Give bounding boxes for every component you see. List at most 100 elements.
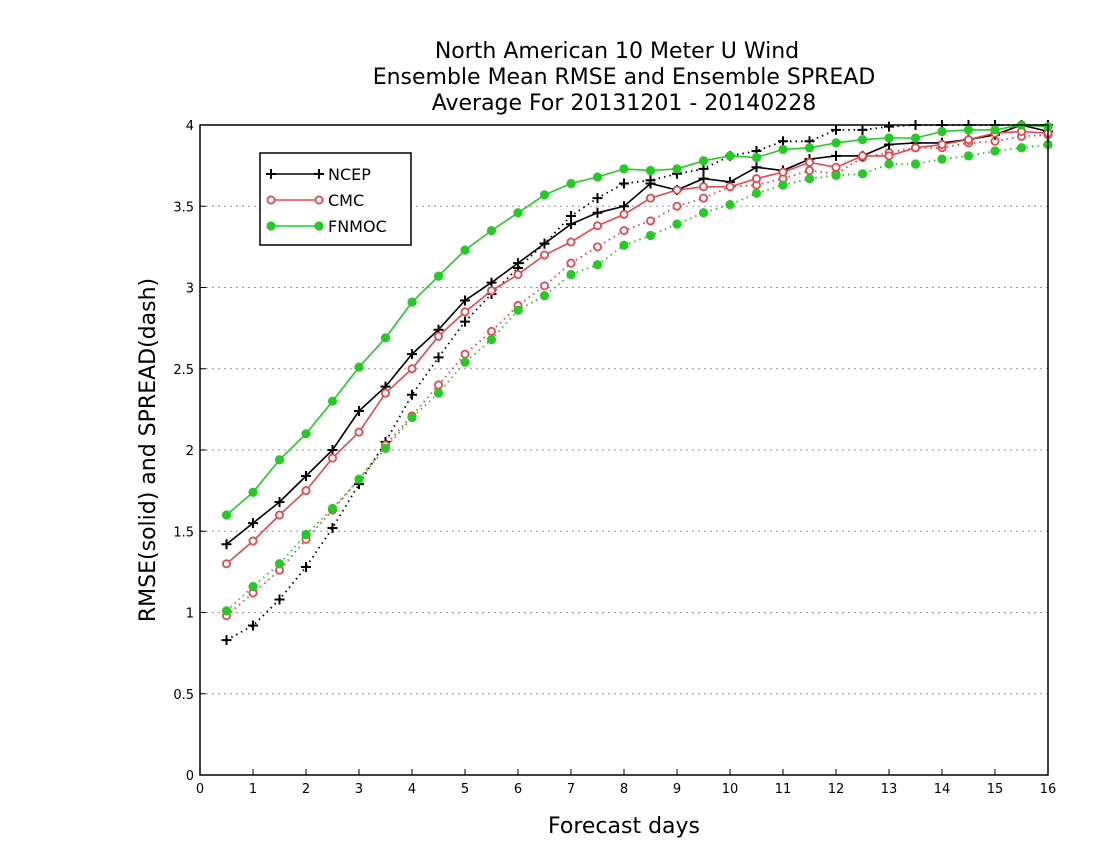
data-point bbox=[646, 216, 656, 226]
series-layer bbox=[221, 120, 1053, 646]
x-tick-label: 4 bbox=[408, 782, 416, 797]
data-point bbox=[301, 562, 311, 572]
data-point bbox=[380, 333, 391, 343]
x-tick-label: 7 bbox=[567, 782, 575, 797]
data-point bbox=[301, 486, 311, 496]
data-point bbox=[539, 190, 550, 200]
data-point bbox=[327, 453, 337, 463]
series-line bbox=[225, 130, 1049, 565]
data-point bbox=[672, 201, 682, 211]
data-point bbox=[857, 135, 868, 145]
data-point bbox=[884, 159, 894, 169]
data-point bbox=[221, 635, 232, 646]
data-point bbox=[460, 316, 470, 327]
x-tick-label: 16 bbox=[1040, 782, 1057, 797]
data-point bbox=[963, 125, 974, 135]
y-axis-label: RMSE(solid) and SPREAD(dash) bbox=[136, 278, 161, 622]
data-point bbox=[566, 258, 576, 268]
y-tick-label: 2 bbox=[186, 444, 194, 459]
series-fnmoc-rmse bbox=[221, 120, 1053, 520]
data-point bbox=[1016, 143, 1027, 153]
data-point bbox=[248, 487, 258, 497]
data-point bbox=[990, 146, 1000, 156]
data-point bbox=[513, 305, 523, 315]
legend-marker-start bbox=[266, 169, 276, 179]
data-point bbox=[407, 297, 417, 307]
legend-item-cmc: CMC bbox=[266, 191, 364, 210]
y-tick-label: 0.5 bbox=[173, 688, 194, 703]
axis-ticks: 00.511.522.533.540 1 2 3 4 5 6 7 8 9 10 11 12 13 14 15 1… bbox=[173, 119, 1056, 797]
legend-marker-start bbox=[266, 195, 276, 205]
data-point bbox=[963, 151, 974, 161]
data-point bbox=[751, 188, 762, 198]
data-point bbox=[699, 193, 709, 203]
x-tick-label: 12 bbox=[828, 782, 845, 797]
x-tick-label: 11 bbox=[775, 782, 792, 797]
data-point bbox=[486, 286, 496, 296]
data-point bbox=[354, 406, 364, 416]
data-point bbox=[566, 178, 576, 189]
data-point bbox=[858, 151, 868, 161]
data-point bbox=[698, 156, 709, 166]
data-point bbox=[884, 151, 894, 161]
data-point bbox=[274, 559, 285, 569]
data-point bbox=[672, 164, 682, 174]
series-line bbox=[225, 143, 1049, 612]
series-fnmoc-spread bbox=[221, 139, 1053, 616]
y-tick-label: 0 bbox=[186, 769, 194, 784]
legend-marker-end bbox=[314, 169, 324, 179]
data-point bbox=[486, 326, 496, 336]
data-point bbox=[433, 388, 444, 398]
data-point bbox=[884, 133, 894, 143]
legend-marker-end bbox=[314, 221, 324, 231]
data-point bbox=[221, 606, 232, 616]
data-point bbox=[380, 388, 390, 398]
data-point bbox=[407, 389, 417, 400]
data-point bbox=[698, 163, 709, 174]
gridlines bbox=[200, 205, 1048, 695]
data-point bbox=[831, 170, 841, 180]
data-point bbox=[566, 219, 576, 230]
data-point bbox=[910, 159, 921, 169]
legend-item-ncep: NCEP bbox=[266, 165, 371, 184]
legend-label: NCEP bbox=[328, 165, 371, 184]
data-point bbox=[778, 136, 788, 147]
data-point bbox=[619, 209, 629, 219]
data-point bbox=[274, 497, 285, 507]
data-point bbox=[433, 352, 444, 363]
y-tick-label: 1 bbox=[186, 607, 194, 622]
data-point bbox=[752, 174, 762, 184]
data-point bbox=[857, 169, 868, 179]
data-point bbox=[460, 349, 470, 359]
data-point bbox=[937, 126, 947, 137]
data-point bbox=[990, 125, 1000, 135]
data-point bbox=[407, 412, 417, 423]
data-point bbox=[354, 362, 364, 372]
data-point bbox=[460, 295, 470, 306]
x-tick-label: 8 bbox=[620, 782, 628, 797]
legend: NCEP CMC FNMOC bbox=[259, 152, 412, 246]
data-point bbox=[831, 138, 841, 148]
data-point bbox=[831, 150, 841, 161]
data-point bbox=[619, 201, 629, 212]
data-point bbox=[327, 396, 338, 406]
series-cmc-rmse bbox=[221, 127, 1053, 569]
data-point bbox=[699, 182, 709, 192]
data-point bbox=[433, 331, 443, 341]
legend-label: FNMOC bbox=[328, 217, 387, 236]
data-point bbox=[698, 208, 709, 218]
data-point bbox=[884, 121, 894, 132]
data-point bbox=[248, 581, 258, 592]
chart-title-group: North American 10 Meter U Wind Ensemble … bbox=[373, 39, 876, 116]
x-tick-label: 13 bbox=[881, 782, 898, 797]
data-point bbox=[301, 471, 311, 481]
data-point bbox=[221, 539, 232, 550]
data-point bbox=[327, 445, 338, 455]
data-point bbox=[964, 135, 974, 145]
data-point bbox=[513, 269, 523, 279]
data-point bbox=[645, 230, 656, 241]
x-tick-label: 2 bbox=[302, 782, 310, 797]
x-tick-label: 9 bbox=[673, 782, 681, 797]
data-point bbox=[804, 143, 815, 153]
